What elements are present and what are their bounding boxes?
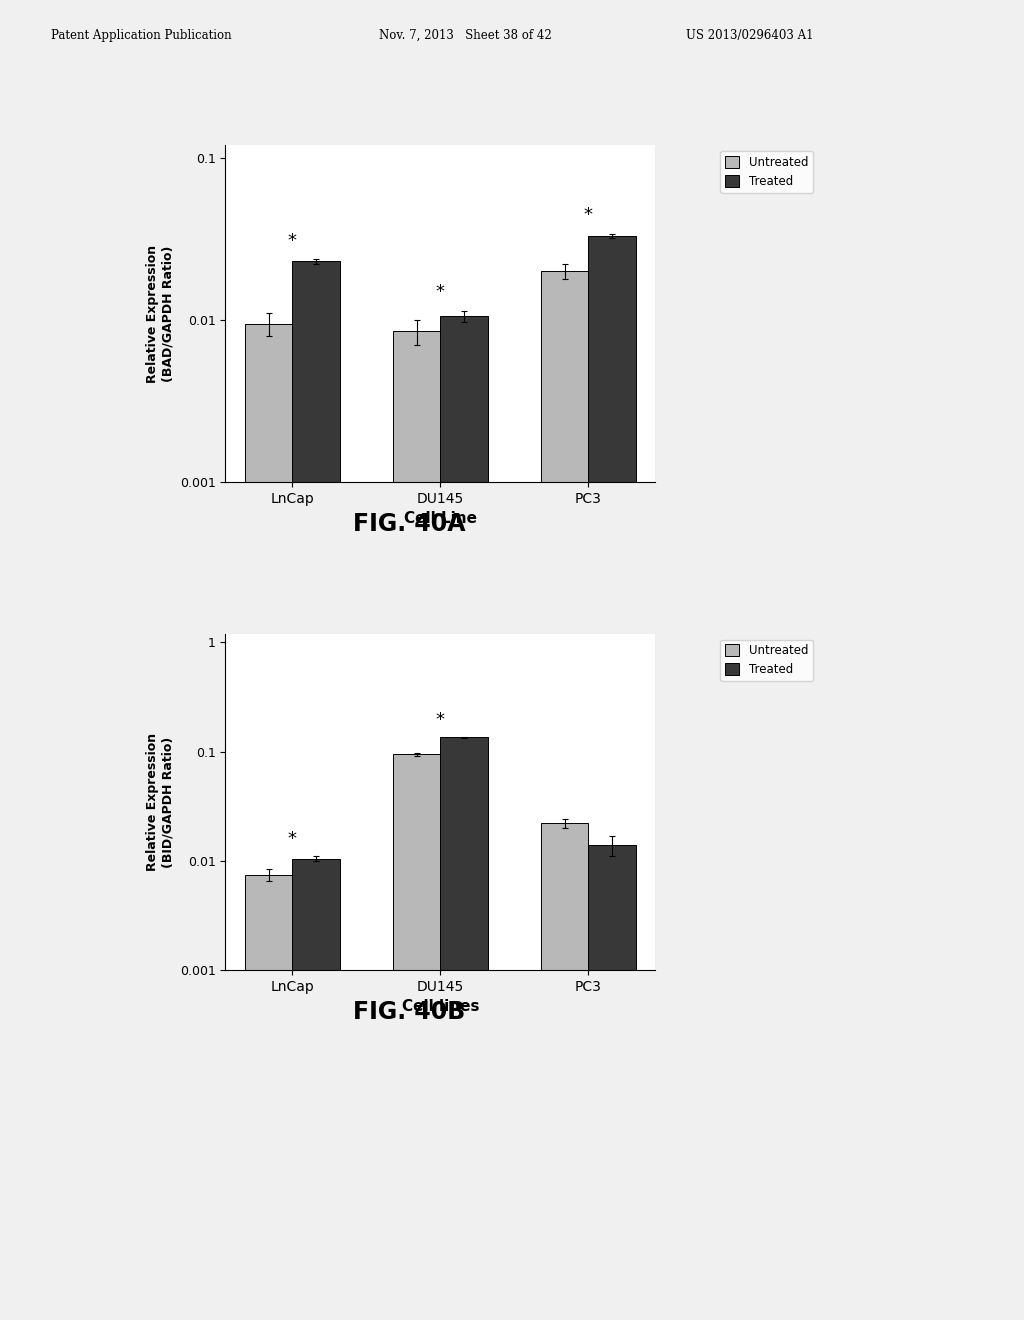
Bar xyxy=(541,824,589,1320)
X-axis label: Cell Line: Cell Line xyxy=(403,511,477,527)
Text: *: * xyxy=(288,830,297,849)
Text: Patent Application Publication: Patent Application Publication xyxy=(51,29,231,42)
Bar xyxy=(245,875,292,1320)
Text: FIG. 40B: FIG. 40B xyxy=(353,1001,466,1024)
Bar xyxy=(440,317,487,1320)
Legend: Untreated, Treated: Untreated, Treated xyxy=(720,639,813,681)
Text: FIG. 40A: FIG. 40A xyxy=(353,512,466,536)
X-axis label: Cell lines: Cell lines xyxy=(401,999,479,1015)
Text: *: * xyxy=(584,206,593,224)
Bar xyxy=(292,261,340,1320)
Bar xyxy=(589,236,636,1320)
Legend: Untreated, Treated: Untreated, Treated xyxy=(720,150,813,193)
Y-axis label: Relative Expression
(BID/GAPDH Ratio): Relative Expression (BID/GAPDH Ratio) xyxy=(146,733,174,871)
Bar xyxy=(245,323,292,1320)
Text: Nov. 7, 2013   Sheet 38 of 42: Nov. 7, 2013 Sheet 38 of 42 xyxy=(379,29,552,42)
Bar xyxy=(589,845,636,1320)
Text: *: * xyxy=(288,232,297,249)
Bar xyxy=(292,858,340,1320)
Bar xyxy=(393,754,440,1320)
Bar xyxy=(541,271,589,1320)
Bar xyxy=(393,331,440,1320)
Text: *: * xyxy=(436,711,444,729)
Text: US 2013/0296403 A1: US 2013/0296403 A1 xyxy=(686,29,814,42)
Text: *: * xyxy=(436,284,444,301)
Bar xyxy=(440,738,487,1320)
Y-axis label: Relative Expression
(BAD/GAPDH Ratio): Relative Expression (BAD/GAPDH Ratio) xyxy=(146,244,174,383)
